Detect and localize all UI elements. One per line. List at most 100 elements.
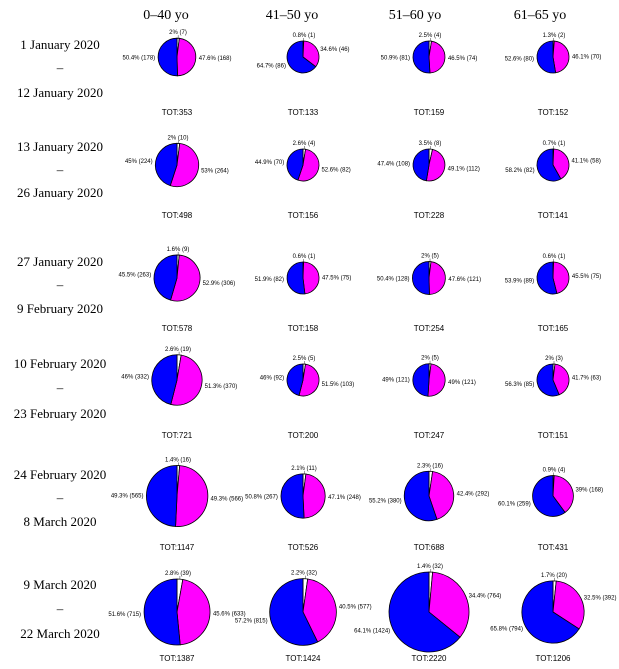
row-label-separator: – [56, 60, 64, 75]
pie-chart: 2.2% (32) 40.5% (577) 57.2% (815) TOT:1424 [235, 571, 372, 663]
total-label: TOT:228 [414, 211, 445, 220]
total-label: TOT:247 [414, 431, 445, 440]
row-label-start: 10 February 2020 [14, 356, 106, 371]
row-label: 13 January 2020 – 26 January 2020 [17, 139, 103, 200]
row-label-end: 26 January 2020 [17, 185, 103, 200]
pie-slice-male [297, 148, 320, 182]
total-label: TOT:1424 [286, 654, 322, 663]
slice-label-female: 64.1% (1424) [354, 629, 390, 635]
slice-label-female: 64.7% (86) [257, 64, 286, 70]
total-label: TOT:254 [414, 324, 445, 333]
pie-slice-male [176, 579, 211, 646]
pie-chart: 2% (7) 47.6% (168) 50.4% (178) TOT:353 [122, 30, 231, 117]
pie-slice-female [286, 148, 304, 181]
slice-label-female: 65.8% (794) [490, 626, 523, 632]
row-label-end: 23 February 2020 [14, 406, 106, 421]
slice-label-male: 52.6% (82) [321, 168, 350, 174]
row-label-start: 24 February 2020 [14, 467, 106, 482]
column-header: 41–50 yo [266, 8, 319, 23]
slice-label-unknown: 2% (3) [545, 356, 563, 362]
slice-label-unknown: 2.6% (19) [165, 347, 191, 353]
total-label: TOT:159 [414, 108, 445, 117]
slice-label-female: 46% (332) [121, 375, 149, 381]
pie-slice-female [536, 261, 558, 295]
slice-label-female: 51.9% (82) [255, 277, 284, 283]
pie-slice-female [146, 465, 178, 527]
pie-chart: 2.1% (11) 47.1% (248) 50.8% (267) TOT:526 [245, 466, 361, 552]
pie-slice-female [286, 261, 306, 295]
column-header: 61–65 yo [514, 8, 567, 23]
slice-label-female: 56.3% (85) [505, 382, 534, 388]
slice-label-unknown: 2% (5) [421, 356, 439, 362]
pie-chart: 3.5% (8) 49.1% (112) 47.4% (108) TOT:228 [377, 141, 480, 220]
slice-label-male: 45.6% (633) [213, 612, 246, 618]
pie-chart: 1.4% (16) 49.3% (566) 49.3% (565) TOT:1147 [111, 457, 243, 552]
pie-slice-female [286, 40, 317, 74]
slice-label-female: 57.2% (815) [235, 618, 268, 624]
slice-label-male: 46.1% (70) [572, 54, 601, 60]
pie-chart: 0.7% (1) 41.1% (58) 58.2% (82) TOT:141 [505, 141, 601, 220]
pie-chart: 0.6% (1) 47.5% (75) 51.9% (82) TOT:158 [255, 254, 352, 333]
pie-slice-male [302, 261, 320, 295]
total-label: TOT:578 [162, 324, 193, 333]
total-label: TOT:200 [288, 431, 319, 440]
pie-slice-female [412, 363, 430, 397]
slice-label-male: 34.6% (46) [320, 47, 349, 53]
row-labels: 1 January 2020 – 12 January 2020 13 Janu… [14, 37, 106, 641]
pie-slice-female [269, 578, 319, 646]
slice-label-unknown: 0.8% (1) [293, 33, 316, 39]
pie-slice-female [151, 354, 178, 405]
slice-label-unknown: 3.5% (8) [419, 141, 442, 147]
slice-label-male: 47.6% (121) [448, 277, 481, 283]
slice-label-unknown: 2.2% (32) [291, 571, 317, 577]
pie-slice-female [403, 470, 438, 522]
total-label: TOT:133 [288, 108, 319, 117]
slice-label-male: 32.5% (392) [584, 595, 617, 601]
row-label-end: 9 February 2020 [17, 301, 103, 316]
slice-label-male: 40.5% (577) [339, 604, 372, 610]
total-label: TOT:165 [538, 324, 569, 333]
slice-label-unknown: 2.6% (4) [293, 141, 316, 147]
pie-slice-male [169, 143, 200, 188]
pie-chart: 1.4% (32) 34.4% (764) 64.1% (1424) TOT:2220 [354, 564, 501, 663]
slice-label-male: 51.3% (370) [205, 384, 238, 390]
slice-label-unknown: 2.1% (11) [291, 466, 317, 472]
row-label-separator: – [56, 601, 64, 616]
slice-label-unknown: 1.4% (32) [417, 564, 443, 570]
pie-slice-female [153, 254, 178, 301]
pie-slice-male [170, 254, 201, 302]
pie-chart: 2.6% (19) 51.3% (370) 46% (332) TOT:721 [121, 347, 237, 440]
total-label: TOT:1147 [160, 543, 195, 552]
slice-label-unknown: 1.4% (16) [165, 457, 191, 463]
slice-label-unknown: 0.6% (1) [543, 254, 566, 260]
pie-slice-male [170, 354, 203, 406]
row-label-start: 27 January 2020 [17, 254, 103, 269]
row-label-separator: – [56, 277, 64, 292]
pie-slice-female [154, 142, 178, 187]
pie-chart: 1.6% (9) 52.9% (306) 45.5% (263) TOT:578 [119, 247, 236, 333]
pie-chart: 2.6% (4) 52.6% (82) 44.9% (70) TOT:156 [255, 141, 351, 220]
pie-slice-female [286, 363, 304, 396]
total-label: TOT:2220 [412, 654, 448, 663]
total-label: TOT:688 [414, 543, 445, 552]
slice-label-unknown: 2.3% (16) [417, 463, 443, 469]
slice-label-unknown: 0.7% (1) [543, 141, 566, 147]
slice-label-male: 41.7% (63) [572, 376, 601, 382]
slice-label-male: 45.5% (75) [572, 274, 601, 280]
pie-slice-female [521, 580, 580, 644]
total-label: TOT:498 [162, 211, 193, 220]
total-label: TOT:526 [288, 543, 319, 552]
slice-label-unknown: 1.7% (20) [541, 573, 567, 579]
pie-chart: 2% (3) 41.7% (63) 56.3% (85) TOT:151 [505, 356, 601, 440]
pie-slice-male [428, 261, 446, 295]
slice-label-female: 44.9% (70) [255, 160, 284, 166]
pie-slice-male [428, 571, 470, 638]
slice-label-male: 39% (168) [575, 487, 603, 493]
pie-slice-male [552, 475, 574, 514]
row-label: 27 January 2020 – 9 February 2020 [17, 254, 103, 316]
pie-slice-male [552, 363, 570, 396]
row-label: 9 March 2020 – 22 March 2020 [20, 577, 99, 641]
pie-chart: 1.7% (20) 32.5% (392) 65.8% (794) TOT:1206 [490, 573, 616, 663]
slice-label-male: 47.5% (75) [322, 275, 351, 281]
slice-label-male: 51.5% (103) [322, 382, 355, 388]
